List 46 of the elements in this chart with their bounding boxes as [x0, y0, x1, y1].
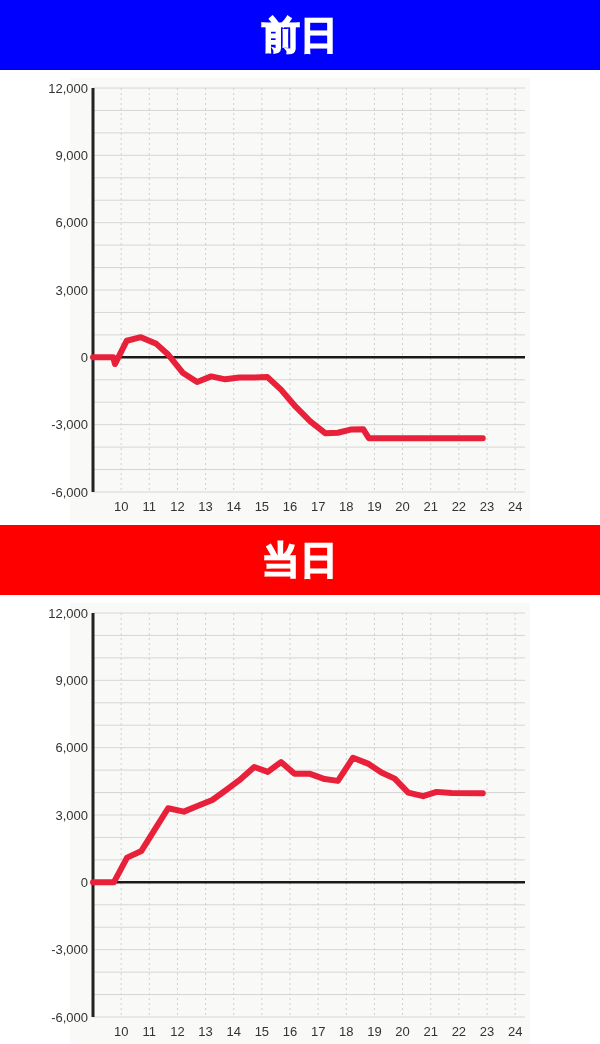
y-tick-label: 6,000 [55, 215, 88, 231]
x-tick-label: 19 [367, 498, 382, 514]
y-tick-label: -3,000 [51, 417, 88, 433]
y-tick-label: -6,000 [51, 1009, 88, 1025]
x-tick-label: 14 [226, 498, 241, 514]
x-tick-label: 23 [479, 498, 495, 514]
x-tick-label: 11 [142, 498, 157, 514]
x-tick-label: 16 [282, 1023, 298, 1039]
x-tick-label: 13 [198, 498, 213, 514]
y-tick-label: 3,000 [55, 282, 88, 298]
x-tick-label: 16 [282, 498, 298, 514]
y-tick-label: 9,000 [55, 672, 88, 688]
x-tick-label: 23 [479, 1023, 495, 1039]
x-tick-label: 13 [198, 1023, 213, 1039]
x-tick-label: 17 [310, 1023, 326, 1039]
y-tick-label: 0 [80, 874, 88, 890]
x-tick-label: 10 [113, 1023, 129, 1039]
x-tick-label: 15 [254, 1023, 270, 1039]
x-tick-label: 21 [423, 498, 438, 514]
y-tick-label: -3,000 [51, 942, 88, 958]
x-tick-label: 19 [367, 1023, 382, 1039]
x-tick-label: 21 [423, 1023, 438, 1039]
y-tick-label: 6,000 [55, 740, 88, 756]
chart-title: 前日 [262, 14, 338, 56]
x-tick-label: 10 [113, 498, 129, 514]
x-tick-label: 12 [170, 498, 185, 514]
y-tick-label: 12,000 [48, 605, 88, 621]
x-tick-label: 24 [507, 1023, 523, 1039]
x-tick-label: 18 [339, 498, 354, 514]
x-tick-label: 12 [170, 1023, 185, 1039]
y-tick-label: 9,000 [55, 147, 88, 163]
x-tick-label: 17 [310, 498, 326, 514]
chart-title: 当日 [262, 539, 338, 581]
x-tick-label: 20 [395, 498, 410, 514]
x-tick-label: 20 [395, 1023, 410, 1039]
y-tick-label: 12,000 [48, 80, 88, 96]
x-tick-label: 22 [451, 498, 467, 514]
x-tick-label: 24 [507, 498, 523, 514]
x-tick-label: 14 [226, 1023, 241, 1039]
x-tick-label: 18 [339, 1023, 354, 1039]
y-tick-label: 0 [80, 349, 88, 365]
x-tick-label: 11 [142, 1023, 157, 1039]
x-tick-label: 22 [451, 1023, 467, 1039]
y-tick-label: 3,000 [55, 807, 88, 823]
y-tick-label: -6,000 [51, 484, 88, 500]
x-tick-label: 15 [254, 498, 270, 514]
